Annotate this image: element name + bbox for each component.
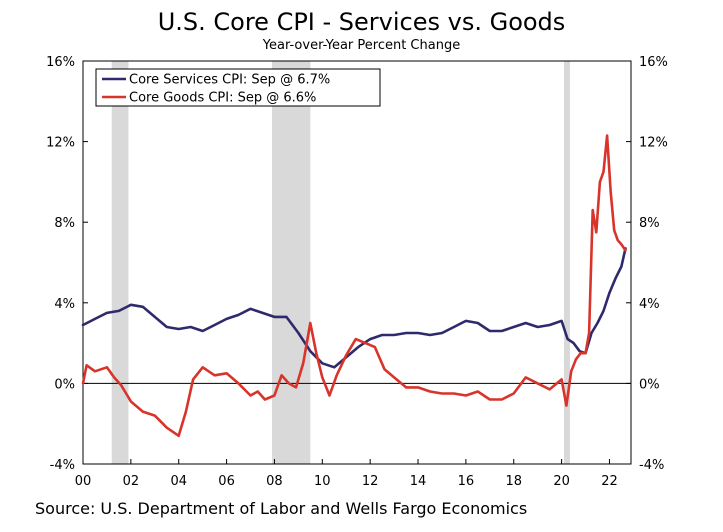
y-axis-left-labels: -4% 0% 4% 8% 12% 16% [46, 55, 75, 473]
y-tick-label-left: 12% [46, 136, 75, 151]
x-tick-label: 02 [123, 474, 140, 489]
x-tick-label: 10 [314, 474, 331, 489]
x-axis-labels: 00 02 04 06 08 10 12 14 16 18 20 22 [75, 474, 618, 489]
x-tick-label: 22 [601, 474, 618, 489]
x-tick-label: 14 [410, 474, 427, 489]
legend-label-goods: Core Goods CPI: Sep @ 6.6% [129, 91, 316, 106]
x-tick-label: 18 [505, 474, 522, 489]
series-line-services [81, 247, 627, 369]
y-tick-label-left: 16% [46, 55, 75, 70]
x-tick-label: 00 [75, 474, 92, 489]
y-tick-label-left: 0% [54, 377, 75, 392]
x-tick-label: 08 [266, 474, 283, 489]
y-tick-label-right: 8% [639, 216, 660, 231]
y-tick-label-right: 16% [639, 55, 668, 70]
series-lines [81, 134, 627, 438]
y-tick-label-right: -4% [639, 458, 664, 473]
x-tick-label: 06 [218, 474, 235, 489]
recession-band-1 [272, 61, 311, 464]
x-tick-label: 12 [362, 474, 379, 489]
recession-shading [111, 61, 570, 464]
series-line-goods [81, 134, 627, 438]
y-axis-right-labels: -4% 0% 4% 8% 12% 16% [639, 55, 668, 473]
y-tick-label-left: 8% [54, 216, 75, 231]
recession-band-0 [111, 61, 129, 464]
chart-subtitle: Year-over-Year Percent Change [262, 38, 460, 53]
tick-marks [82, 60, 631, 465]
legend-label-services: Core Services CPI: Sep @ 6.7% [129, 73, 330, 88]
y-tick-label-left: 4% [54, 297, 75, 312]
y-tick-label-left: -4% [50, 458, 75, 473]
chart-title: U.S. Core CPI - Services vs. Goods [158, 8, 566, 36]
legend-box [95, 68, 381, 107]
y-tick-label-right: 0% [639, 377, 660, 392]
x-tick-label: 16 [458, 474, 475, 489]
source-note: Source: U.S. Department of Labor and Wel… [35, 499, 527, 518]
x-tick-label: 04 [170, 474, 187, 489]
legend: Core Services CPI: Sep @ 6.7% Core Goods… [95, 68, 381, 107]
y-tick-label-right: 12% [639, 136, 668, 151]
recession-band-2 [563, 61, 570, 464]
plot-area [82, 60, 632, 465]
y-tick-label-right: 4% [639, 297, 660, 312]
x-tick-label: 20 [553, 474, 570, 489]
